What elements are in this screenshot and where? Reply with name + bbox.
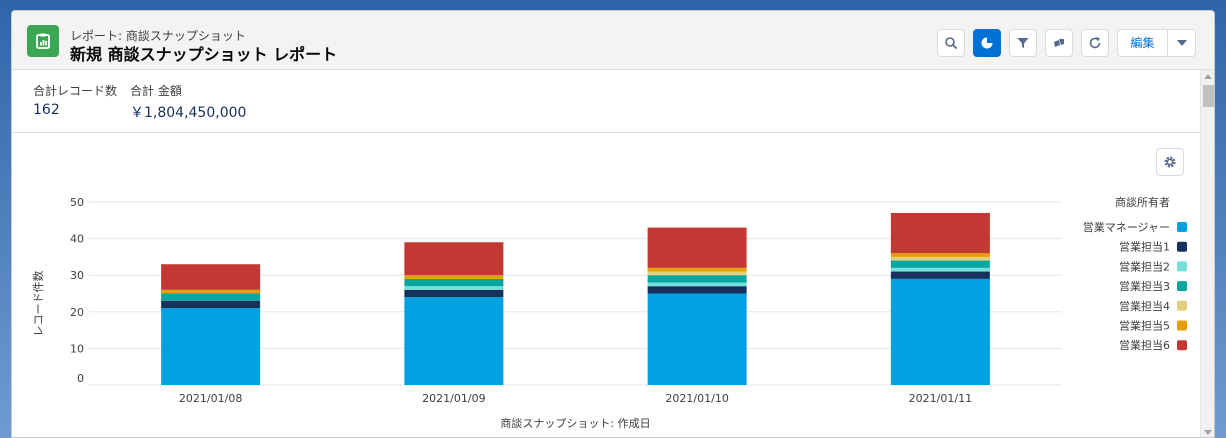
bar-segment	[404, 278, 504, 287]
report-panel: レポート: 商談スナップショット 新規 商談スナップショット レポート	[11, 10, 1215, 438]
bar-segment	[647, 271, 747, 276]
bar-segment	[404, 275, 504, 279]
edit-menu-button[interactable]	[1168, 30, 1195, 56]
legend-label: 営業担当2	[1119, 259, 1170, 273]
legend-swatch	[1177, 281, 1187, 292]
vertical-scrollbar[interactable]	[1200, 70, 1214, 437]
bar-segment	[161, 293, 261, 301]
bar-segment	[890, 212, 990, 254]
legend-label: 営業担当4	[1119, 299, 1170, 313]
bar-segment	[890, 278, 990, 385]
bar-segment	[161, 300, 261, 309]
amount-label: 合計 金額	[130, 84, 182, 98]
legend-label: 営業担当1	[1119, 240, 1170, 254]
bar-segment	[647, 275, 747, 283]
x-tick-label: 2021/01/11	[909, 392, 972, 405]
y-axis-title: レコード件数	[32, 271, 45, 337]
scroll-thumb[interactable]	[1203, 85, 1214, 107]
search-button[interactable]	[937, 29, 965, 57]
chevron-down-icon	[1176, 40, 1187, 46]
x-tick-label: 2021/01/10	[665, 392, 728, 405]
report-type-label: レポート: 商談スナップショット	[70, 29, 246, 43]
bar-segment	[647, 282, 747, 287]
y-tick-label: 40	[70, 233, 84, 246]
search-icon	[945, 37, 958, 50]
bar-segment	[404, 286, 504, 290]
legend-swatch	[1177, 222, 1187, 232]
bar-segment	[647, 286, 747, 294]
edit-button-group: 編集	[1117, 29, 1196, 57]
legend-swatch	[1177, 340, 1187, 351]
refresh-button[interactable]	[1081, 29, 1109, 57]
page-title: 新規 商談スナップショット レポート	[70, 45, 338, 64]
y-tick-label: 50	[70, 196, 84, 209]
bar-segment	[161, 308, 261, 385]
bar-segment	[404, 242, 504, 276]
bar-segment	[647, 267, 747, 272]
x-tick-label: 2021/01/08	[179, 392, 242, 405]
y-tick-label: 0	[77, 372, 84, 385]
bar-segment	[890, 253, 990, 257]
legend-label: 営業マネージャー	[1083, 220, 1170, 234]
filter-icon	[1017, 38, 1029, 48]
legend-swatch	[1177, 261, 1187, 272]
filter-button[interactable]	[1009, 29, 1037, 57]
x-axis-title: 商談スナップショット: 作成日	[500, 416, 650, 430]
bar-segment	[890, 260, 990, 268]
bar-segment	[647, 227, 747, 268]
legend-label: 営業担当5	[1119, 319, 1170, 333]
report-header: レポート: 商談スナップショット 新規 商談スナップショット レポート	[12, 11, 1214, 70]
bar-segment	[161, 264, 261, 290]
bar-segment	[890, 267, 990, 272]
bar-segment	[890, 271, 990, 279]
bar-segment	[890, 256, 990, 261]
legend-title: 商談所有者	[1115, 195, 1170, 209]
y-tick-label: 20	[70, 306, 84, 319]
tags-icon	[1054, 39, 1064, 47]
bar-segment	[404, 289, 504, 298]
y-tick-label: 30	[70, 269, 84, 282]
legend-swatch	[1177, 320, 1187, 331]
legend-label: 営業担当3	[1119, 279, 1170, 293]
record-count-label: 合計レコード数	[33, 84, 118, 98]
bar-segment	[161, 289, 261, 294]
bar-segment	[647, 293, 747, 385]
stacked-bar-chart: 0 10 20 30 40 50 2021/01/08 2021/01/09 2021/01/1…	[32, 195, 1187, 430]
amount-value: ￥1,804,450,000	[130, 105, 247, 121]
scroll-up-arrow[interactable]	[1204, 74, 1212, 79]
legend-swatch	[1177, 241, 1187, 252]
report-summary: 合計レコード数 162 合計 金額 ￥1,804,450,000	[12, 70, 1200, 133]
tags-button[interactable]	[1045, 29, 1073, 57]
gear-icon	[1164, 156, 1176, 168]
legend-label: 営業担当6	[1119, 338, 1170, 352]
chart-toggle-button[interactable]	[973, 29, 1001, 57]
bar-segment	[404, 297, 504, 385]
x-tick-label: 2021/01/09	[422, 392, 485, 405]
record-count-value: 162	[33, 102, 60, 118]
scroll-down-arrow[interactable]	[1204, 430, 1212, 435]
chart-icon	[981, 37, 993, 49]
report-icon	[27, 25, 59, 57]
legend-swatch	[1177, 300, 1187, 311]
edit-button[interactable]: 編集	[1118, 30, 1168, 56]
chart-settings-button[interactable]	[1156, 148, 1184, 176]
refresh-icon	[1089, 37, 1101, 49]
y-tick-label: 10	[70, 342, 84, 355]
